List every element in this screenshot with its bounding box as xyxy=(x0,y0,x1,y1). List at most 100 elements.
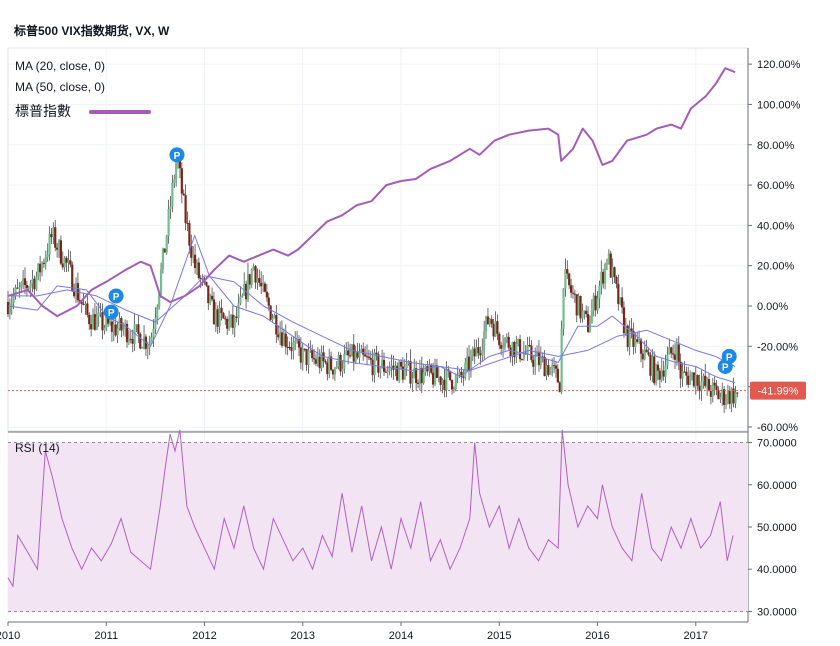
candle-body xyxy=(668,347,671,355)
candle-body xyxy=(445,369,448,391)
y-tick-label: -60.00% xyxy=(757,422,798,434)
candle-body xyxy=(184,195,187,223)
x-tick-label: 2013 xyxy=(291,630,315,642)
candle-body xyxy=(700,381,703,392)
candle-body xyxy=(273,315,276,319)
candle-body xyxy=(63,257,66,268)
candle-body xyxy=(420,367,423,384)
candle-body xyxy=(88,314,91,325)
candle-body xyxy=(689,375,692,385)
candle-body xyxy=(467,356,471,372)
candle-body xyxy=(401,366,405,380)
candle-body xyxy=(356,352,359,358)
candle-body xyxy=(624,325,627,334)
candle-body xyxy=(432,372,435,385)
candle-body xyxy=(50,233,53,238)
candle-body xyxy=(360,348,363,352)
candle-body xyxy=(552,365,556,367)
candle-body xyxy=(706,379,709,386)
candle-body xyxy=(369,357,372,360)
candle-body xyxy=(95,316,98,330)
candle-body xyxy=(462,376,465,378)
candle-body xyxy=(173,179,176,184)
candle-body xyxy=(573,293,576,295)
legend-rsi: RSI (14) xyxy=(15,441,60,455)
candle-body xyxy=(135,324,138,326)
candle-body xyxy=(528,345,531,347)
candle-body xyxy=(396,365,399,381)
candle-body xyxy=(167,209,170,237)
candle-body xyxy=(719,396,722,400)
candle-body xyxy=(99,312,102,314)
line-series xyxy=(7,67,748,392)
candle-body xyxy=(471,348,474,357)
candle-body xyxy=(511,341,514,357)
candle-body xyxy=(579,295,582,319)
candle-body xyxy=(335,366,338,369)
candle-body xyxy=(67,260,70,263)
candle-body xyxy=(141,347,144,349)
candle-body xyxy=(57,240,61,250)
candle-body xyxy=(12,295,15,303)
rsi-line xyxy=(7,429,734,588)
candle-body xyxy=(31,278,34,284)
y-tick-label: 120.00% xyxy=(757,59,801,71)
event-marker[interactable]: P xyxy=(169,147,185,163)
candle-body xyxy=(358,351,361,358)
candle-body xyxy=(662,370,665,377)
candle-body xyxy=(212,299,216,325)
candle-body xyxy=(205,281,208,286)
candle-body xyxy=(294,340,297,343)
candle-body xyxy=(479,353,482,356)
candle-body xyxy=(331,369,335,375)
candle-body xyxy=(375,352,378,355)
candle-body xyxy=(586,314,590,332)
candle-body xyxy=(560,328,563,393)
candle-body xyxy=(388,368,391,371)
candle-body xyxy=(42,263,46,265)
candle-body xyxy=(46,254,49,258)
candle-body xyxy=(78,300,81,302)
candle-body xyxy=(505,336,508,339)
candle-body xyxy=(328,356,331,375)
chart-title: 标普500 VIX指数期货, VX, W xyxy=(14,24,170,38)
candle-body xyxy=(473,348,476,357)
candle-body xyxy=(687,375,690,385)
event-marker[interactable]: P xyxy=(103,304,119,320)
x-tick-label: 2015 xyxy=(487,630,511,642)
candle-body xyxy=(37,263,40,277)
candle-body xyxy=(696,374,699,386)
candle-body xyxy=(534,355,537,367)
marker-circle xyxy=(103,304,119,320)
candle-body xyxy=(216,309,219,327)
candle-body xyxy=(86,303,89,315)
candle-body xyxy=(600,271,603,286)
event-marker[interactable]: P xyxy=(108,288,124,304)
candle-body xyxy=(664,365,667,377)
candle-body xyxy=(105,316,108,328)
candle-body xyxy=(590,310,593,324)
candle-body xyxy=(647,352,650,355)
candle-body xyxy=(52,227,55,238)
candle-body xyxy=(513,341,516,358)
candle-body xyxy=(492,323,495,337)
candle-body xyxy=(636,339,639,342)
candle-body xyxy=(73,291,76,297)
candle-body xyxy=(634,339,637,347)
candle-body xyxy=(386,370,389,372)
candle-body xyxy=(698,385,701,392)
candle-body xyxy=(297,339,301,348)
candle-body xyxy=(154,318,157,329)
candle-body xyxy=(239,296,242,304)
candle-body xyxy=(295,339,299,341)
candle-body xyxy=(320,352,323,369)
candle-body xyxy=(655,364,658,384)
candle-body xyxy=(90,324,93,330)
candle-body xyxy=(390,365,393,369)
event-marker[interactable]: P xyxy=(721,348,737,364)
current-value-badge xyxy=(750,381,806,400)
candle-body xyxy=(161,248,165,270)
candle-body xyxy=(677,344,680,362)
